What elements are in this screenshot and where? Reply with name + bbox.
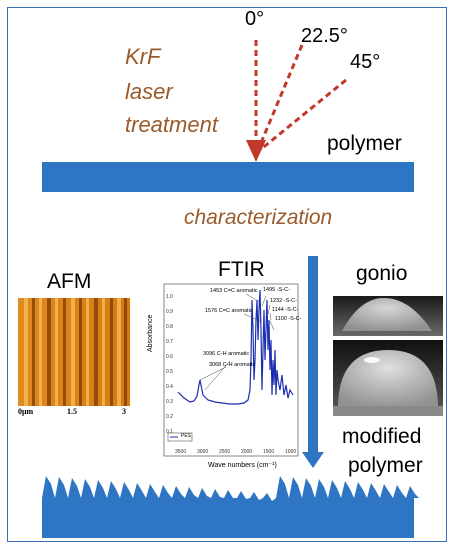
ftir-ann-1100: 1100 -S-C- [275,316,302,322]
ftir-legend: PES [181,433,192,439]
ftir-ylabel: Absorbance [147,314,154,352]
ftir-ann-1232: 1232 -S-C- [270,298,297,304]
laser-arrowhead [246,140,266,162]
afm-tick-1: 1.5 [67,407,77,416]
afm-tick-0: 0μm [18,407,34,416]
ftir-ann-1453: 1453 C=C aromatic [210,288,258,294]
characterization-label: characterization [184,206,333,229]
ftir-title: FTIR [218,258,265,281]
afm-stripe [39,298,42,406]
laser-beams [254,40,347,152]
ftir-ytick: 0.7 [166,339,173,345]
ftir-xlabel: Wave numbers (cm⁻¹) [208,462,277,469]
laser-beam-22deg [256,44,304,151]
angle-45-label: 45° [350,51,381,73]
modified-polymer-bar [42,476,419,538]
modified-label-line2: polymer [348,454,423,477]
ftir-ytick: 0.4 [166,384,173,390]
ftir-ann-1495: 1495 -S-C- [263,287,290,293]
ftir-ann-3096: 3096 C-H aromatic [203,351,250,357]
gonio-label: gonio [356,262,408,285]
ftir-ytick: 0.3 [166,399,173,405]
laser-text-treatment: treatment [125,112,218,137]
process-arrow [302,256,324,468]
afm-image [18,298,130,406]
ftir-ytick: 1.0 [166,294,173,300]
ftir-xtick: 1500 [263,449,274,455]
angle-22-label: 22.5° [301,25,348,47]
afm-stripe [117,298,121,406]
laser-beam-45deg [259,78,347,152]
laser-text-laser: laser [125,79,173,104]
afm-stripe [124,298,127,406]
afm-tick-2: 3 [122,407,126,416]
laser-text-krf: KrF [125,44,161,69]
ftir-ytick: 0.8 [166,324,173,330]
ftir-yticks: 1.0 0.9 0.8 0.7 0.6 0.5 0.4 0.3 0.2 0.1 [166,294,173,435]
ftir-xtick: 3500 [175,449,186,455]
ftir-chart: 1.0 0.9 0.8 0.7 0.6 0.5 0.4 0.3 0.2 0.1 3500 3000 2… [163,283,299,457]
ftir-xtick: 3000 [197,449,208,455]
ftir-ytick: 0.2 [166,414,173,420]
gonio-images [333,296,443,416]
angle-0-label: 0° [245,8,265,30]
polymer-bar [42,162,414,192]
afm-stripe [63,298,66,406]
ftir-xticks: 3500 3000 2500 2000 1500 1000 [175,449,296,455]
afm-stripe [24,298,28,406]
ftir-spectrum [177,289,294,405]
afm-stripe [71,298,75,406]
ftir-xtick: 2500 [219,449,230,455]
afm-stripe [32,298,35,406]
ftir-xtick: 1000 [285,449,296,455]
afm-title: AFM [47,270,92,293]
afm-stripe [102,298,105,406]
afm-stripe [94,298,98,406]
ftir-ytick: 0.6 [166,354,173,360]
ftir-ann-1576: 1576 C=C aromatic [205,308,253,314]
afm-stripe [110,298,113,406]
ftir-ytick: 0.5 [166,369,173,375]
modified-label-line1: modified [342,425,422,448]
ftir-ann-1144: 1144 -S-C- [272,307,299,313]
ftir-ytick: 0.9 [166,309,173,315]
ftir-xtick: 2000 [241,449,252,455]
figure-frame [7,7,447,542]
ftir-ytick: 0.1 [166,429,173,435]
ftir-ann-3068: 3068 C-H aromatic [209,362,256,368]
afm-stripe [55,298,58,406]
afm-stripe [86,298,89,406]
polymer-label: polymer [327,132,402,155]
afm-stripe [79,298,82,406]
afm-stripe [47,298,51,406]
afm-stripes [24,298,127,406]
